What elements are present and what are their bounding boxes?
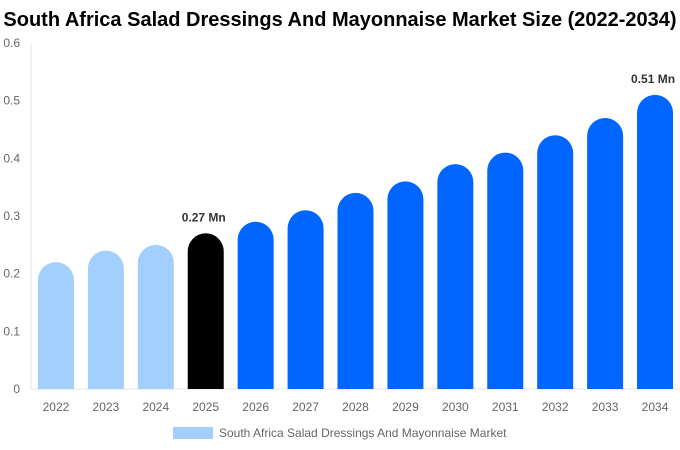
bar-2032 (537, 135, 574, 389)
x-tick-label: 2027 (292, 400, 319, 414)
bar-2025 (187, 233, 224, 389)
bar-2033 (587, 117, 624, 389)
bar-2031 (487, 152, 524, 389)
y-tick-label: 0.6 (3, 36, 20, 50)
bar-2023 (87, 250, 124, 389)
x-tick-label: 2034 (642, 400, 669, 414)
bar-2034 (637, 94, 674, 389)
y-tick-label: 0.5 (3, 94, 20, 108)
bar-2030 (437, 164, 474, 389)
x-tick-label: 2030 (442, 400, 469, 414)
bar-2029 (387, 181, 424, 389)
x-tick-label: 2022 (43, 400, 70, 414)
x-tick-label: 2025 (192, 400, 219, 414)
y-tick-label: 0.4 (3, 151, 20, 165)
data-label: 0.27 Mn (182, 210, 226, 224)
x-tick-label: 2024 (142, 400, 169, 414)
chart-title: South Africa Salad Dressings And Mayonna… (3, 9, 677, 31)
x-tick-label: 2033 (592, 400, 619, 414)
data-label: 0.51 Mn (631, 72, 675, 86)
x-tick-label: 2023 (93, 400, 120, 414)
bar-2022 (37, 262, 74, 389)
legend-swatch (173, 427, 213, 439)
x-tick-label: 2032 (542, 400, 569, 414)
x-tick-label: 2028 (342, 400, 369, 414)
y-tick-label: 0 (13, 382, 20, 396)
x-tick-label: 2029 (392, 400, 419, 414)
bar-2028 (337, 192, 374, 389)
legend-label: South Africa Salad Dressings And Mayonna… (219, 426, 507, 440)
y-tick-label: 0.1 (3, 324, 20, 338)
bar-2027 (287, 210, 324, 389)
bar-2024 (137, 244, 174, 389)
bar-2026 (237, 221, 274, 389)
y-tick-label: 0.2 (3, 267, 20, 281)
x-tick-label: 2026 (242, 400, 269, 414)
y-tick-label: 0.3 (3, 209, 20, 223)
legend: South Africa Salad Dressings And Mayonna… (173, 426, 506, 440)
x-tick-label: 2031 (492, 400, 519, 414)
